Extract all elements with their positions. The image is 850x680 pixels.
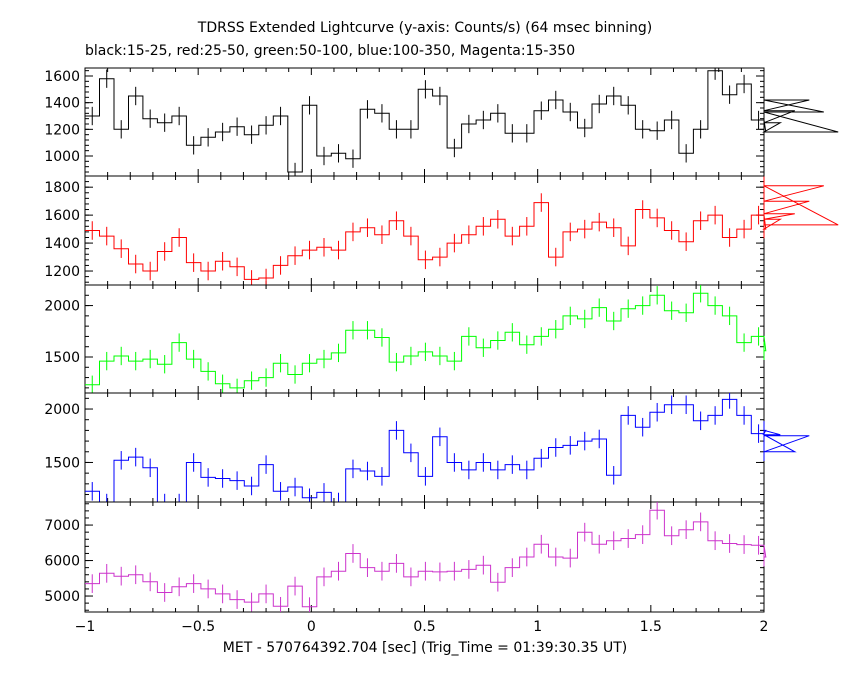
- x-tick-label: 0.5: [413, 619, 435, 635]
- x-tick-label: 1.5: [640, 619, 662, 635]
- panel-frame: [84, 501, 765, 613]
- chart-title: TDRSS Extended Lightcurve (y-axis: Count…: [197, 20, 653, 36]
- chart-subtitle: black:15-25, red:25-50, green:50-100, bl…: [85, 43, 576, 59]
- series-line: [85, 185, 839, 280]
- y-tick-label: 1200: [44, 122, 80, 138]
- y-tick-label: 2000: [44, 402, 80, 418]
- series-line: [85, 398, 810, 503]
- y-tick-label: 2000: [44, 299, 80, 315]
- y-tick-label: 1500: [44, 350, 80, 366]
- x-axis-label: MET - 570764392.704 [sec] (Trig_Time = 0…: [222, 640, 628, 656]
- y-tick-label: 5000: [44, 589, 80, 605]
- series-line: [85, 70, 839, 173]
- y-tick-label: 1600: [44, 69, 80, 85]
- panel-frame: [84, 284, 765, 394]
- y-tick-label: 6000: [44, 554, 80, 570]
- y-tick-label: 1500: [44, 455, 80, 471]
- series-line: [85, 509, 767, 608]
- y-tick-label: 1600: [44, 208, 80, 224]
- y-tick-label: 7000: [44, 518, 80, 534]
- y-tick-label: 1200: [44, 264, 80, 280]
- x-tick-label: 2: [760, 619, 769, 635]
- y-tick-label: 1800: [44, 180, 80, 196]
- series-line: [85, 292, 767, 389]
- panel-frame: [84, 175, 765, 286]
- x-tick-label: −1: [75, 619, 96, 635]
- y-tick-label: 1400: [44, 236, 80, 252]
- x-tick-label: 1: [533, 619, 542, 635]
- x-tick-label: 0: [307, 619, 316, 635]
- y-tick-label: 1000: [44, 149, 80, 165]
- x-tick-label: −0.5: [181, 619, 215, 635]
- y-tick-label: 1400: [44, 96, 80, 112]
